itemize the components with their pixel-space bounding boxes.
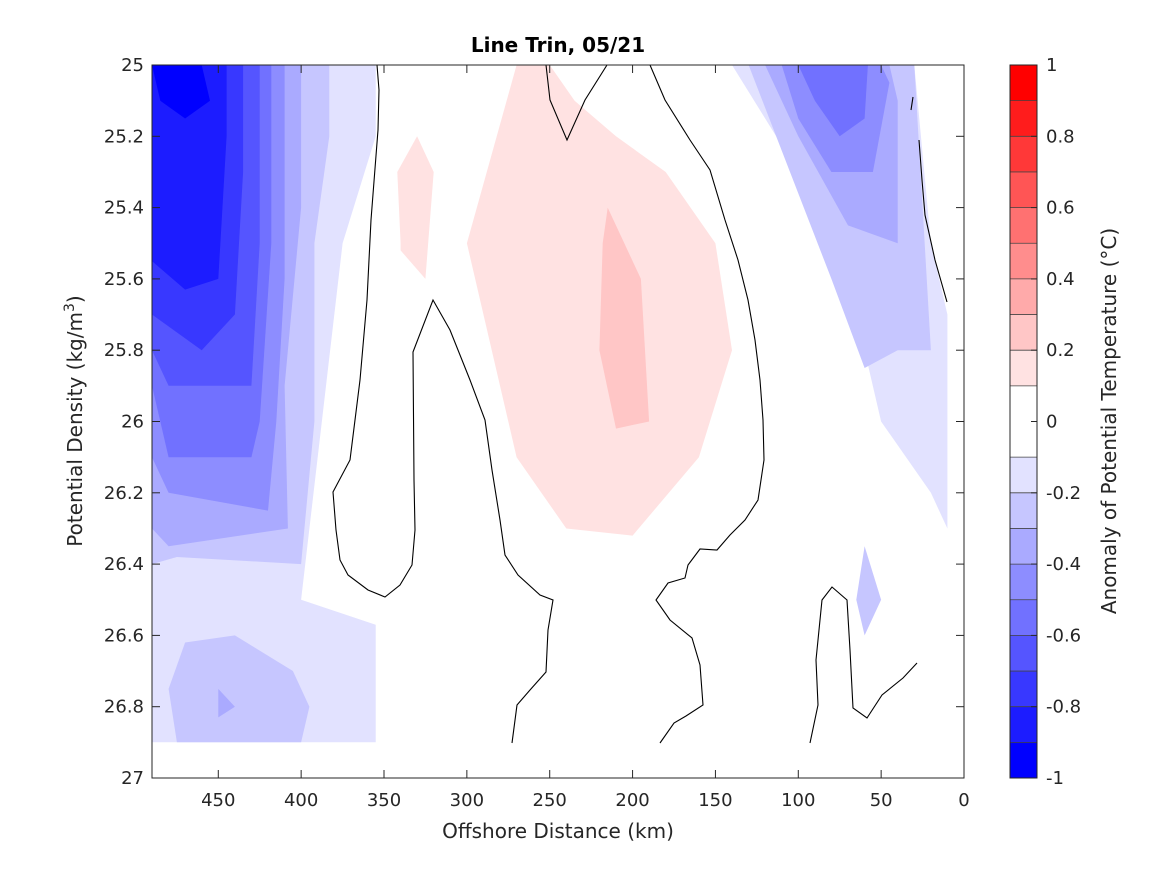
colorbar-segment [1010,671,1037,707]
x-tick-label: 150 [698,790,732,811]
y-axis-label-main: Potential Density (kg/m [63,312,87,547]
colorbar-tick-label: 1 [1046,55,1057,76]
colorbar-segment [1010,492,1037,529]
colorbar-tick-label: 0.2 [1046,340,1075,361]
y-axis-label-end: ) [63,295,87,303]
y-tick-label: 27 [121,768,144,789]
zero-contour-lines [332,65,948,744]
contour-region [466,65,732,536]
contour-fill-layer [152,65,948,743]
colorbar-tick-label: -0.8 [1046,697,1081,718]
colorbar-segment [1010,243,1037,279]
zero-contour [918,139,948,303]
y-tick-label: 25.6 [104,269,144,290]
y-tick-label: 26.8 [104,697,144,718]
x-tick-label: 450 [201,790,235,811]
y-tick-label: 25.8 [104,340,144,361]
zero-contour [649,65,765,744]
colorbar-tick-label: 0.4 [1046,269,1075,290]
y-axis: 25 25.2 25.4 25.6 25.8 26 26.2 26.4 26.6 26.8 27 [104,55,964,789]
y-axis-label: Potential Density (kg/m3) [62,295,87,546]
colorbar-segment [1010,207,1037,244]
x-tick-label: 250 [533,790,567,811]
colorbar-tick-label: 0.6 [1046,198,1075,219]
zero-contour [910,96,914,111]
colorbar-tick-label: -1 [1046,768,1064,789]
chart-title: Line Trin, 05/21 [471,33,645,57]
y-tick-label: 26.2 [104,483,144,504]
y-tick-label: 25 [121,55,144,76]
colorbar-segment [1010,528,1037,565]
y-axis-label-superscript: 3 [62,303,78,312]
x-tick-label: 400 [284,790,318,811]
zero-contour [545,65,608,142]
contour-region [152,65,210,119]
x-tick-label: 300 [450,790,484,811]
colorbar-segment [1010,599,1037,636]
colorbar-segment [1010,100,1037,137]
colorbar-segment [1010,635,1037,672]
colorbar-tick-label: -0.4 [1046,554,1081,575]
contour-region [397,136,434,279]
contour-region [218,688,235,718]
colorbar-segment [1010,278,1037,315]
contour-region [798,65,868,137]
colorbar-tick-label: 0 [1046,412,1057,433]
colorbar: 1 0.8 0.6 0.4 0.2 0 -0.2 -0.4 -0.6 -0.8 -1 [1009,55,1081,789]
contour-region [152,65,227,290]
x-tick-label: 350 [367,790,401,811]
contour-region [168,635,310,743]
colorbar-tick-label: 0.8 [1046,126,1075,147]
y-tick-label: 26 [121,412,144,433]
colorbar-tick-label: -0.2 [1046,483,1081,504]
x-axis-label: Offshore Distance (km) [442,819,674,843]
colorbar-tick-label: -0.6 [1046,625,1081,646]
contour-region [599,207,650,429]
y-tick-label: 26.6 [104,625,144,646]
colorbar-segment [1010,564,1037,600]
colorbar-segment [1010,457,1037,493]
zero-contour [332,65,554,744]
colorbar-segment [1010,706,1037,743]
y-tick-label: 25.2 [104,126,144,147]
y-tick-label: 26.4 [104,554,144,575]
y-tick-label: 25.4 [104,198,144,219]
x-axis: 450 400 350 300 250 200 150 100 50 0 [201,65,970,811]
colorbar-segment [1010,742,1037,778]
colorbar-label: Anomaly of Potential Temperature (°C) [1097,228,1121,614]
colorbar-segment [1010,171,1037,208]
x-tick-label: 0 [958,790,969,811]
x-tick-label: 100 [781,790,815,811]
colorbar-segment [1010,350,1037,386]
contour-region [856,546,882,636]
colorbar-segment [1010,65,1037,101]
colorbar-segment [1010,136,1037,172]
x-tick-label: 200 [615,790,649,811]
x-tick-label: 50 [870,790,893,811]
zero-contour [809,586,918,744]
colorbar-segment [1010,314,1037,351]
